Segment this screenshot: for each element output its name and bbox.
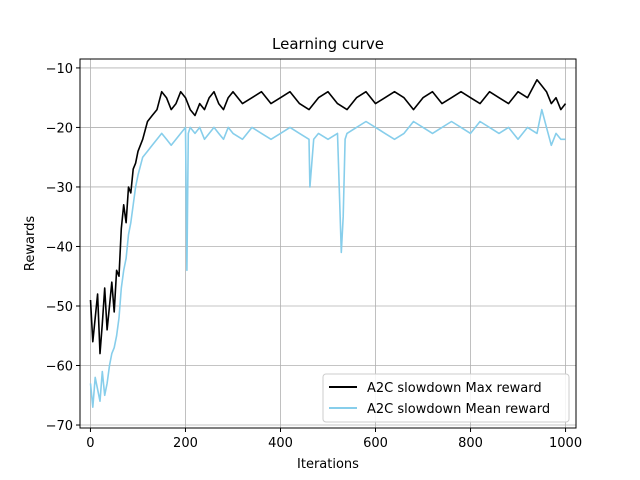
y-tick-label: −10 bbox=[46, 62, 73, 77]
x-tick-label: 600 bbox=[363, 436, 388, 451]
y-tick-label: −50 bbox=[46, 300, 73, 315]
y-tick-label: −60 bbox=[46, 360, 73, 375]
x-tick-label: 200 bbox=[173, 436, 198, 451]
grid-layer bbox=[80, 59, 576, 428]
series-layer bbox=[89, 79, 567, 409]
ticks-layer: 0 200 400 600 800 1000 −70 −60 −50 −40 −30 −20 −10 bbox=[46, 62, 583, 451]
chart-title: Learning curve bbox=[272, 35, 384, 53]
series-line-max-reward bbox=[89, 79, 567, 355]
series-line-mean-reward bbox=[89, 108, 566, 409]
y-tick-label: −70 bbox=[46, 419, 73, 434]
y-axis-title: Rewards bbox=[23, 216, 38, 271]
x-tick-label: 400 bbox=[268, 436, 293, 451]
x-tick-label: 0 bbox=[86, 436, 94, 451]
x-axis-title: Iterations bbox=[297, 457, 359, 472]
plot-area-frame bbox=[79, 58, 577, 429]
legend: A2C slowdown Max reward A2C slowdown Mea… bbox=[322, 373, 570, 423]
y-tick-label: −30 bbox=[46, 181, 73, 196]
legend-label-max-reward: A2C slowdown Max reward bbox=[367, 381, 542, 396]
legend-label-mean-reward: A2C slowdown Mean reward bbox=[367, 402, 550, 417]
y-tick-label: −20 bbox=[46, 121, 73, 136]
y-tick-label: −40 bbox=[46, 240, 73, 255]
x-tick-label: 1000 bbox=[549, 436, 582, 451]
x-tick-label: 800 bbox=[458, 436, 483, 451]
legend-box bbox=[322, 373, 570, 423]
